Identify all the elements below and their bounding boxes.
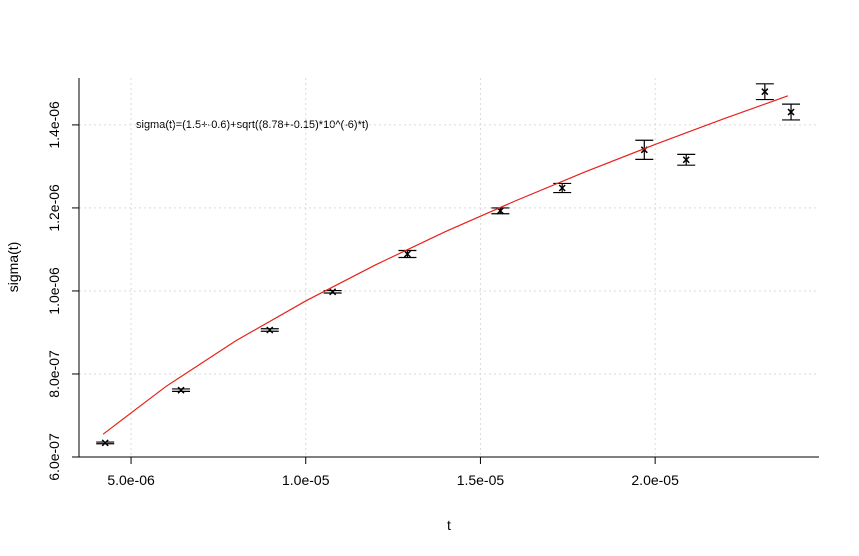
point bbox=[787, 108, 795, 116]
x-tick-label: 1.5e-05 bbox=[457, 472, 505, 488]
x-tick-label: 1.0e-05 bbox=[282, 472, 330, 488]
point bbox=[682, 156, 690, 164]
x-tick-label: 2.0e-05 bbox=[631, 472, 679, 488]
point bbox=[266, 326, 274, 334]
point bbox=[558, 184, 566, 192]
y-tick-label: 1.2e-06 bbox=[46, 184, 62, 232]
y-tick-label: 6.0e-07 bbox=[46, 433, 62, 481]
point bbox=[403, 250, 411, 258]
y-tick-label: 1.4e-06 bbox=[46, 101, 62, 149]
y-axis-label: sigma(t) bbox=[5, 242, 21, 293]
x-tick-label: 5.0e-06 bbox=[107, 472, 155, 488]
point bbox=[101, 439, 109, 447]
annotation: sigma(t)=(1.5+-0.6)+sqrt((8.78+-0.15)*10… bbox=[136, 119, 369, 131]
y-tick-label: 8.0e-07 bbox=[46, 350, 62, 398]
point bbox=[177, 386, 185, 394]
y-tick-label: 1.0e-06 bbox=[46, 267, 62, 315]
point bbox=[761, 88, 769, 96]
fit-curve bbox=[102, 95, 789, 435]
point bbox=[329, 288, 337, 296]
x-axis-label: t bbox=[447, 517, 451, 533]
